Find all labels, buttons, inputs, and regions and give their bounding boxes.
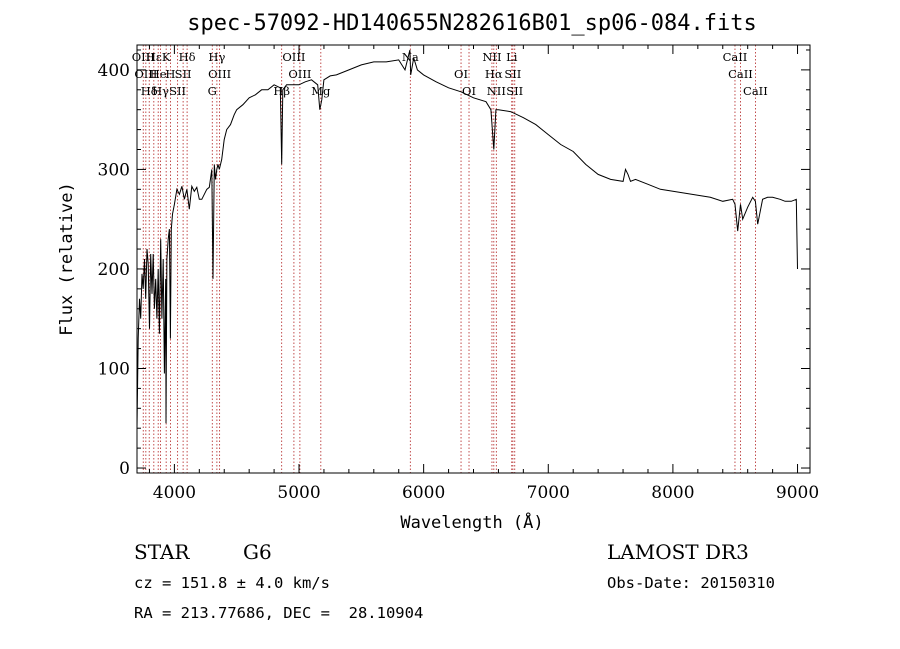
line-marker-label: SII bbox=[506, 84, 523, 98]
x-tick-label: 6000 bbox=[402, 483, 445, 503]
line-marker-label: SII bbox=[504, 67, 521, 81]
line-marker-label: Hδ bbox=[179, 50, 196, 64]
y-tick-label: 0 bbox=[119, 459, 130, 479]
line-marker-label: OIII bbox=[208, 67, 231, 81]
line-marker-label: OIII bbox=[282, 50, 305, 64]
line-marker-label: CaII bbox=[728, 67, 753, 81]
x-tick-label: 8000 bbox=[651, 483, 694, 503]
line-marker-label: He bbox=[150, 67, 167, 81]
x-tick-label: 9000 bbox=[776, 483, 819, 503]
x-tick-label: 4000 bbox=[153, 483, 196, 503]
redshift-velocity: cz = 151.8 ± 4.0 km/s bbox=[134, 574, 330, 592]
line-marker-label: SII bbox=[169, 84, 186, 98]
line-marker-label: CaII bbox=[743, 84, 768, 98]
y-tick-label: 300 bbox=[98, 160, 130, 180]
y-tick-label: 100 bbox=[98, 359, 130, 379]
line-marker-label: SII bbox=[175, 67, 192, 81]
line-marker-label: OIII bbox=[288, 67, 311, 81]
x-tick-label: 7000 bbox=[527, 483, 570, 503]
spectrum-line bbox=[136, 49, 798, 429]
observation-date: Obs-Date: 20150310 bbox=[607, 574, 775, 592]
line-marker-label: Hε bbox=[146, 50, 162, 64]
line-marker-label: G bbox=[208, 84, 217, 98]
y-tick-label: 400 bbox=[98, 61, 130, 81]
object-subclass: G6 bbox=[243, 540, 272, 564]
y-axis: 0 100 200 300 400 bbox=[98, 49, 810, 479]
y-tick-label: 200 bbox=[98, 260, 130, 280]
line-marker-label: H bbox=[165, 67, 175, 81]
line-marker-label: NII bbox=[487, 84, 506, 98]
line-marker-label: Li bbox=[506, 50, 518, 64]
line-marker-label: OI bbox=[454, 67, 468, 81]
line-marker-label: OIII bbox=[134, 67, 157, 81]
y-axis-label: Flux (relative) bbox=[57, 182, 77, 336]
x-axis-label: Wavelength (Å) bbox=[400, 511, 543, 533]
line-markers bbox=[142, 45, 756, 473]
object-type: STAR bbox=[134, 540, 190, 564]
chart-title: spec-57092-HD140655N282616B01_sp06-084.f… bbox=[187, 11, 757, 36]
line-marker-label: CaII bbox=[723, 50, 748, 64]
line-marker-label: K bbox=[162, 50, 171, 64]
line-marker-label: Mg bbox=[311, 84, 331, 98]
line-marker-label: Hβ bbox=[273, 84, 290, 98]
line-marker-label: NII bbox=[482, 50, 501, 64]
line-marker-label: Hδ bbox=[141, 84, 158, 98]
survey-name: LAMOST DR3 bbox=[607, 540, 749, 564]
x-axis: 4000 5000 6000 7000 8000 9000 bbox=[148, 45, 819, 503]
line-marker-label: Hα bbox=[485, 67, 503, 81]
line-marker-label: Hγ bbox=[208, 50, 225, 64]
line-marker-label: Hγ bbox=[152, 84, 169, 98]
coordinates: RA = 213.77686, DEC = 28.10904 bbox=[134, 604, 424, 622]
line-marker-labels: OIIIOIIIHδHεHeHγKHSIIHδSIIGHγOIIIHβOIIIO… bbox=[132, 50, 768, 98]
x-tick-label: 5000 bbox=[277, 483, 320, 503]
